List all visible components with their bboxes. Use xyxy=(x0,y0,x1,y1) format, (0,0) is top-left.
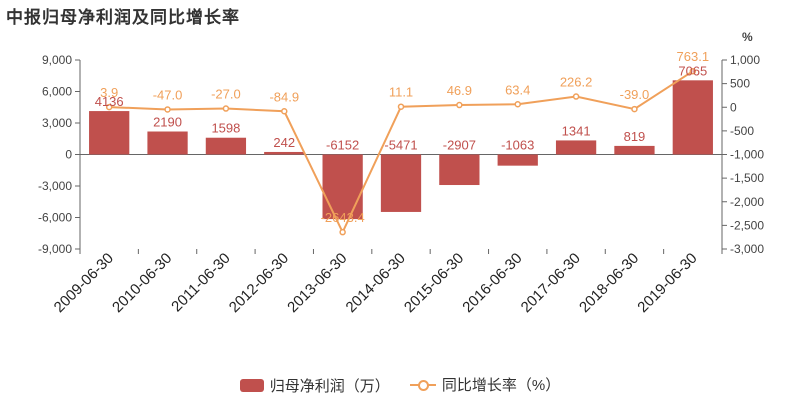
legend-item-growth[interactable]: 同比增长率（%） xyxy=(409,374,561,395)
line-point xyxy=(631,105,638,113)
line-value-label: 63.4 xyxy=(505,82,530,97)
legend-bar-swatch xyxy=(239,378,264,392)
line-value-label: 46.9 xyxy=(447,83,472,98)
right-tick-label: -2,000 xyxy=(730,195,764,209)
line-series xyxy=(105,67,697,236)
right-tick-label: -1,000 xyxy=(730,148,764,162)
right-tick-label: 500 xyxy=(730,77,750,91)
right-tick-label: -3,000 xyxy=(730,242,764,256)
bar xyxy=(439,154,480,186)
legend: 归母净利润（万） 同比增长率（%） xyxy=(0,374,800,396)
x-tick-label: 2012-06-30 xyxy=(226,250,292,316)
right-tick-label: -500 xyxy=(730,124,754,138)
chart: 9,000 6,000 3,000 0 -3,000 -6,000 -9,000 1,000 5… xyxy=(38,30,764,316)
x-tick-label: 2016-06-30 xyxy=(459,250,525,316)
bar xyxy=(555,140,597,155)
line-point xyxy=(397,103,405,110)
x-tick-label: 2019-06-30 xyxy=(634,250,700,316)
line-point xyxy=(222,105,230,112)
right-tick-label: -2,500 xyxy=(730,218,764,232)
legend-line-swatch xyxy=(409,378,436,392)
line-value-label: -39.0 xyxy=(620,87,650,102)
bar-value-label: 1598 xyxy=(211,121,240,136)
line-value-label: 763.1 xyxy=(677,49,710,64)
right-tick-label: 1,000 xyxy=(730,53,760,67)
x-tick-label: 2009-06-30 xyxy=(51,250,117,316)
line-value-label: 3.9 xyxy=(100,85,118,100)
line-value-label: 226.2 xyxy=(560,75,593,90)
line-point xyxy=(105,103,113,111)
bar xyxy=(614,145,655,155)
bar-value-label: -2907 xyxy=(443,138,476,153)
line-point xyxy=(572,93,580,100)
bar-value-label: 819 xyxy=(624,129,646,144)
x-tick-label: 2013-06-30 xyxy=(284,250,350,316)
page-title: 中报归母净利润及同比增长率 xyxy=(6,8,240,27)
bar xyxy=(264,151,305,155)
bar xyxy=(89,111,130,155)
left-tick-label: 9,000 xyxy=(42,53,72,67)
right-axis-unit: % xyxy=(742,30,753,44)
line-point xyxy=(339,228,346,236)
bar xyxy=(672,80,713,155)
line-value-label: -47.0 xyxy=(153,87,183,102)
bar-value-label: 242 xyxy=(273,135,295,150)
bar xyxy=(205,137,247,155)
bar xyxy=(147,131,188,155)
left-tick-label: 0 xyxy=(65,148,72,162)
x-tick-label: 2014-06-30 xyxy=(343,250,409,316)
bar xyxy=(380,154,422,212)
left-tick-label: -6,000 xyxy=(38,211,72,225)
legend-label-profit: 归母净利润（万） xyxy=(269,377,390,395)
bar-value-label: -6152 xyxy=(326,138,359,153)
x-tick-label: 2011-06-30 xyxy=(168,250,233,315)
legend-item-profit[interactable]: 归母净利润（万） xyxy=(239,375,390,396)
line-value-label: -84.9 xyxy=(269,89,299,104)
line-value-label: 11.1 xyxy=(389,85,413,100)
x-tick-label: 2010-06-30 xyxy=(109,250,175,316)
bar xyxy=(322,154,363,220)
left-tick-label: -9,000 xyxy=(38,242,72,256)
bar-value-label: 7065 xyxy=(678,63,707,78)
line-point xyxy=(281,108,288,115)
right-tick-label: -1,500 xyxy=(730,171,764,185)
line-point xyxy=(514,101,521,108)
right-tick-label: 0 xyxy=(730,100,737,114)
legend-label-growth: 同比增长率（%） xyxy=(441,377,561,394)
left-tick-label: 6,000 xyxy=(42,85,72,99)
bar-value-label: -5471 xyxy=(384,138,417,153)
line-point xyxy=(689,67,697,75)
x-tick-label: 2015-06-30 xyxy=(401,250,467,316)
bar-value-label: -1063 xyxy=(501,138,534,153)
line-point xyxy=(456,101,463,109)
line-value-label: -2643.4 xyxy=(321,210,365,225)
bar-value-label: 4136 xyxy=(95,94,124,109)
left-tick-label: 3,000 xyxy=(42,116,72,130)
line-point xyxy=(164,106,171,113)
bar-value-label: 1341 xyxy=(562,123,591,138)
x-tick-label: 2018-06-30 xyxy=(576,250,642,316)
data-labels: 4136 2190 1598 242 -6152 -5471 -2907 -1063 1341 8… xyxy=(95,49,709,225)
x-tick-label: 2017-06-30 xyxy=(518,250,584,316)
left-tick-label: -3,000 xyxy=(38,179,72,193)
bar-value-label: 2190 xyxy=(153,115,182,130)
bar-series xyxy=(89,80,713,220)
line-value-label: -27.0 xyxy=(211,87,241,102)
bar xyxy=(497,154,538,166)
